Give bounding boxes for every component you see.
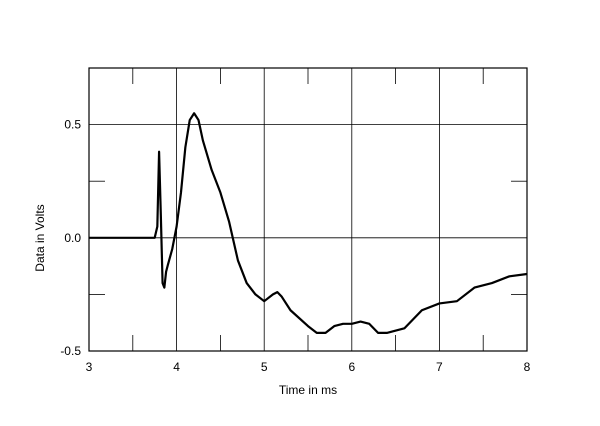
x-tick-label: 4	[173, 360, 180, 374]
y-tick-label: -0.5	[60, 344, 81, 358]
x-tick-label: 8	[524, 360, 531, 374]
y-tick-label: 0.5	[64, 118, 81, 132]
x-tick-label: 5	[261, 360, 268, 374]
data-line	[89, 112, 528, 334]
x-axis-label: Time in ms	[279, 383, 337, 397]
x-tick-label: 3	[86, 360, 93, 374]
y-tick-label: 0.0	[64, 231, 81, 245]
y-axis-label: Data in Volts	[33, 204, 47, 271]
plot-frame	[88, 67, 528, 352]
x-tick-label: 7	[436, 360, 443, 374]
x-tick-label: 6	[348, 360, 355, 374]
